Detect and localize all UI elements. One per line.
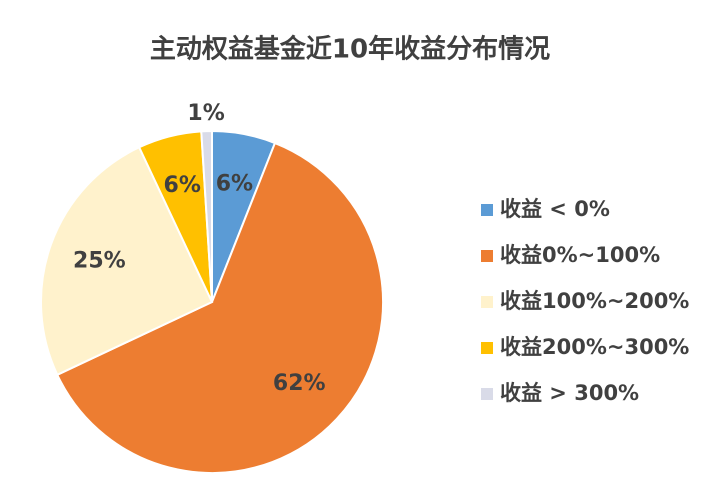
pie-slice xyxy=(40,145,214,377)
legend-swatch xyxy=(481,204,493,216)
pie-slice xyxy=(200,129,213,303)
data-label: 6% xyxy=(164,173,201,198)
chart-title: 主动权益基金近10年收益分布情况 xyxy=(150,34,550,65)
legend-label: 收益 < 0% xyxy=(500,197,610,221)
legend-label: 收益200%~300% xyxy=(500,335,689,359)
data-label: 62% xyxy=(273,371,326,396)
legend-label: 收益100%~200% xyxy=(500,289,689,313)
legend-swatch xyxy=(481,388,493,400)
legend-label: 收益0%~100% xyxy=(500,243,660,267)
legend-swatch xyxy=(481,250,493,262)
legend-label: 收益 > 300% xyxy=(500,381,639,405)
data-label: 25% xyxy=(73,248,126,273)
data-label: 6% xyxy=(216,171,253,196)
legend-swatch xyxy=(481,296,493,308)
legend-swatch xyxy=(481,342,493,354)
pie-slice xyxy=(55,141,384,474)
data-label: 1% xyxy=(187,101,224,126)
